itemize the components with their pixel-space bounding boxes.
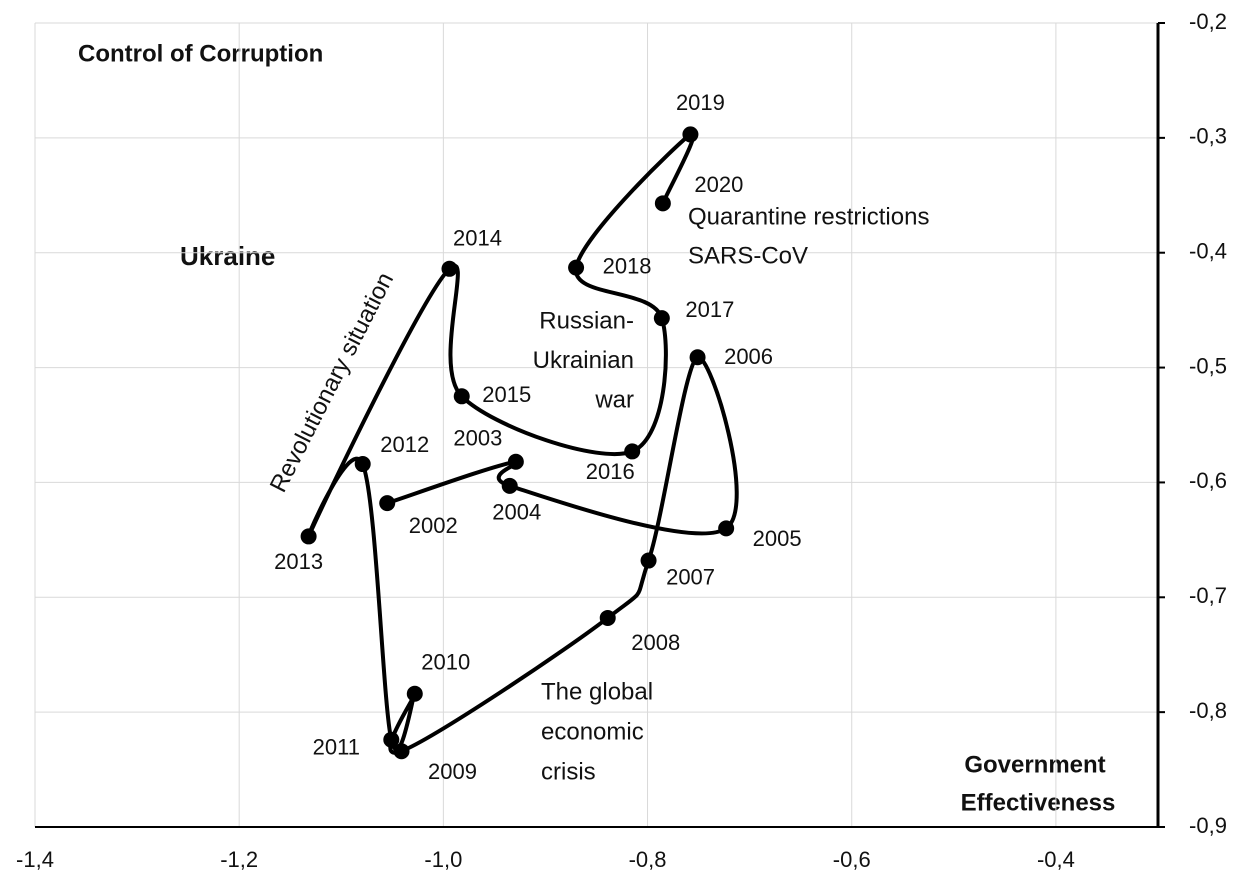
x-tick-label: -1,0 xyxy=(424,847,462,872)
point-label: 2016 xyxy=(586,459,635,484)
point-label: 2002 xyxy=(409,513,458,538)
point xyxy=(441,260,458,277)
point-label: 2010 xyxy=(421,650,470,675)
x-tick-label: -1,2 xyxy=(220,847,258,872)
point xyxy=(689,349,706,366)
annotation: Ukrainian xyxy=(533,347,634,374)
y-tick-label: -0,8 xyxy=(1189,698,1227,723)
point xyxy=(624,443,641,460)
x-tick-label: -0,8 xyxy=(629,847,667,872)
y-tick-label: -0,4 xyxy=(1189,239,1227,264)
x-axis-title: Effectiveness xyxy=(961,789,1116,816)
point xyxy=(718,520,735,537)
y-tick-label: -0,7 xyxy=(1189,583,1227,608)
point xyxy=(507,453,524,470)
x-axis-title: Government xyxy=(964,751,1105,778)
point-label: 2011 xyxy=(313,735,360,760)
y-tick-label: -0,2 xyxy=(1189,9,1227,34)
point-label: 2007 xyxy=(666,564,715,589)
annotation: economic xyxy=(541,718,644,745)
line xyxy=(304,131,739,755)
point-label: 2012 xyxy=(380,432,429,457)
annotation: crisis xyxy=(541,758,596,785)
point xyxy=(501,477,518,494)
point xyxy=(653,310,670,327)
annotation: SARS-CoV xyxy=(688,242,808,269)
y-tick-label: -0,3 xyxy=(1189,124,1227,149)
y-tick-label: -0,6 xyxy=(1189,468,1227,493)
point xyxy=(393,743,410,760)
annotation: The global xyxy=(541,678,653,705)
point xyxy=(654,195,671,212)
point xyxy=(383,731,400,748)
point-label: 2009 xyxy=(428,759,477,784)
chart-title: Ukraine xyxy=(180,241,275,271)
y-axis-title: Control of Corruption xyxy=(78,40,323,67)
point-label: 2003 xyxy=(453,426,502,451)
point-label: 2005 xyxy=(753,526,802,551)
annotation: Russian- xyxy=(539,307,634,334)
point-label: 2013 xyxy=(274,549,323,574)
point-label: 2004 xyxy=(492,500,541,525)
point xyxy=(568,259,585,276)
point xyxy=(300,528,317,545)
point xyxy=(354,456,371,473)
point xyxy=(406,685,423,702)
point-label: 2006 xyxy=(724,344,773,369)
x-tick-label: -0,6 xyxy=(833,847,871,872)
annotation: Quarantine restrictions xyxy=(688,203,929,230)
x-tick-label: -1,4 xyxy=(16,847,54,872)
point xyxy=(453,388,470,405)
point xyxy=(379,495,396,512)
annotation: war xyxy=(594,386,634,413)
point-label: 2019 xyxy=(676,90,725,115)
point-label: 2015 xyxy=(482,382,531,407)
x-tick-label: -0,4 xyxy=(1037,847,1075,872)
y-tick-label: -0,9 xyxy=(1189,813,1227,838)
point-label: 2018 xyxy=(603,253,652,278)
point-label: 2014 xyxy=(453,226,502,251)
point-label: 2008 xyxy=(631,630,680,655)
point-label: 2020 xyxy=(694,172,743,197)
point xyxy=(640,552,657,569)
y-tick-label: -0,5 xyxy=(1189,353,1227,378)
point xyxy=(599,609,616,626)
point xyxy=(682,126,699,143)
annotation: Revolutionary situation xyxy=(265,268,399,497)
point-label: 2017 xyxy=(685,297,734,322)
